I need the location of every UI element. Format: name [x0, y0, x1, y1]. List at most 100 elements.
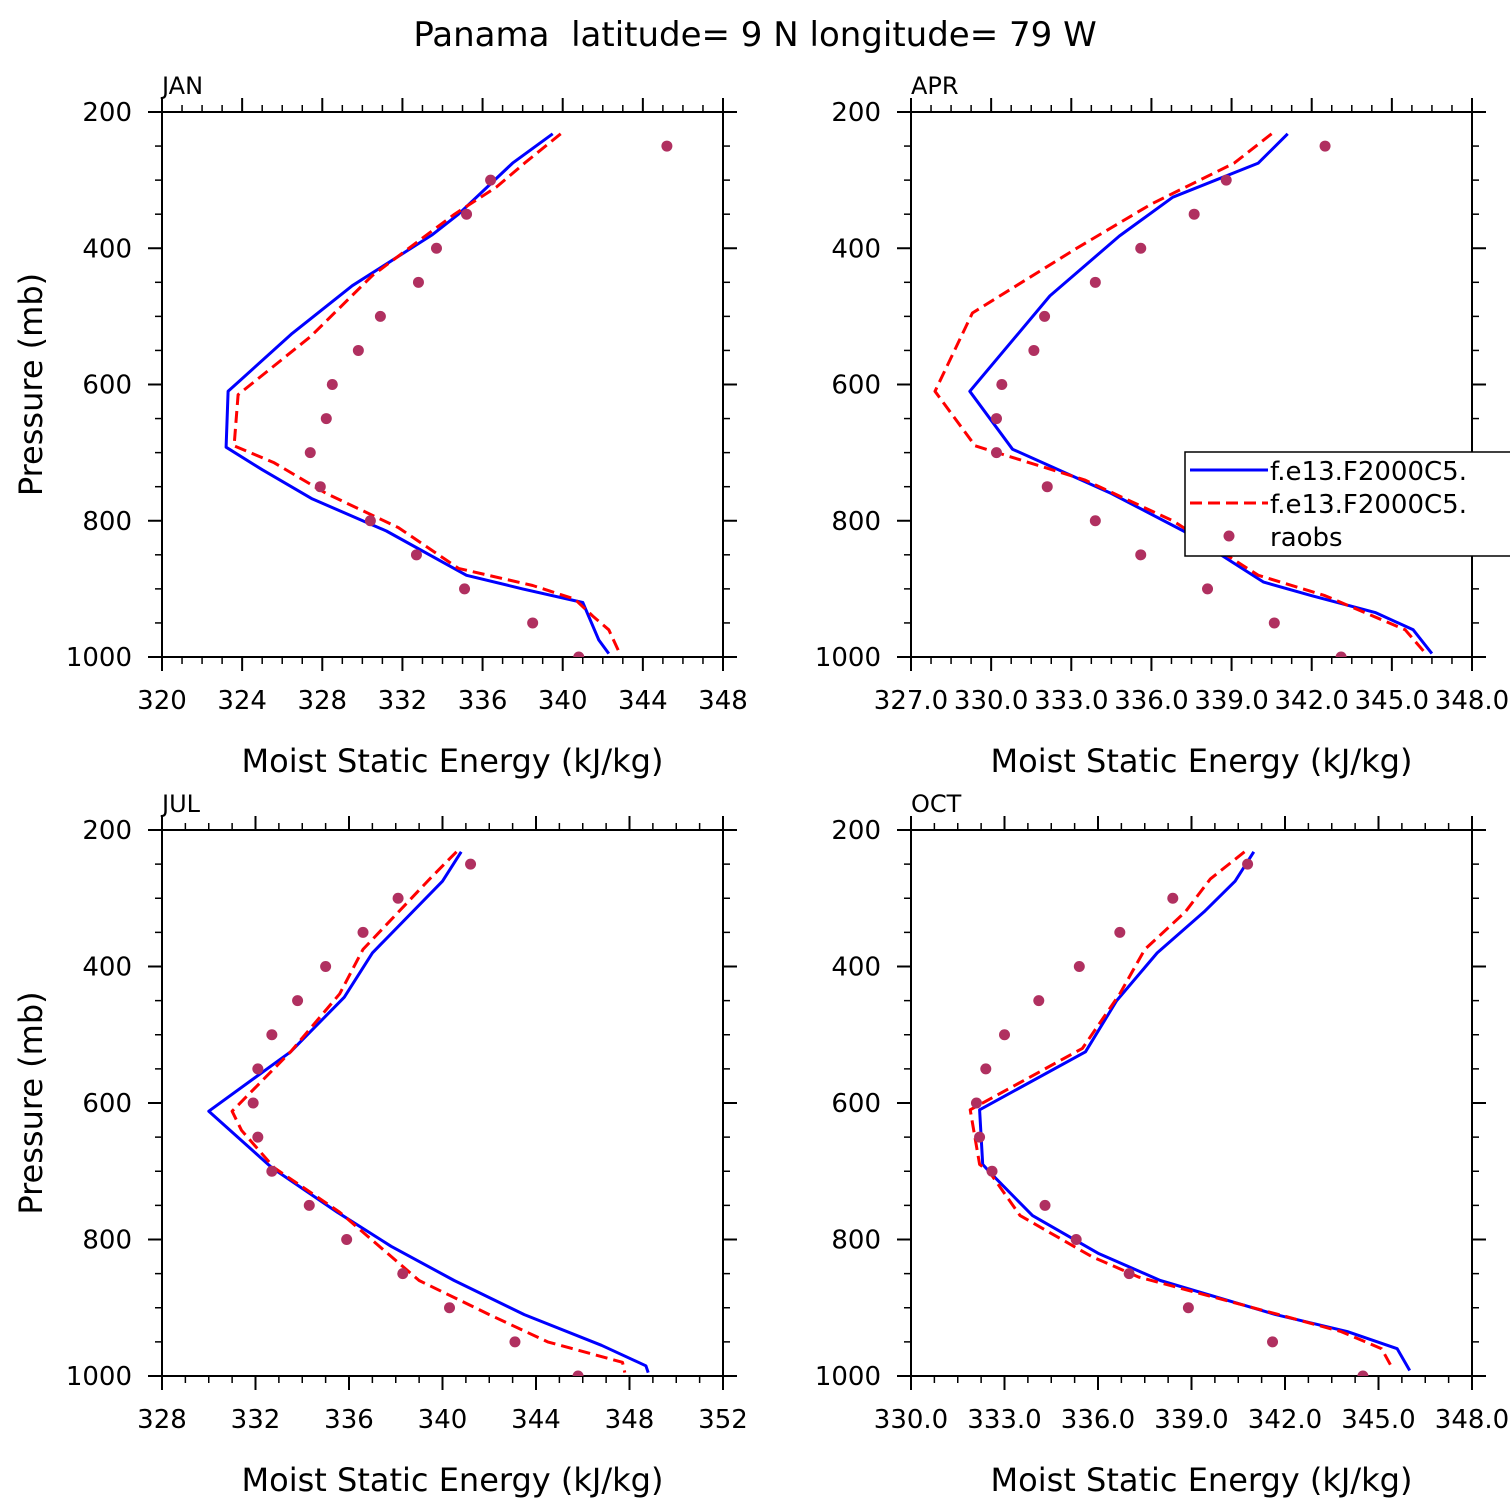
x-tick-label: 340 [418, 1405, 468, 1435]
x-tick-label: 345.0 [1355, 686, 1429, 716]
y-tick-label: 400 [831, 234, 881, 264]
x-tick-label: 336 [324, 1405, 374, 1435]
raobs-point [1242, 858, 1254, 870]
y-axis-label: Pressure (mb) [12, 273, 50, 496]
x-tick-label: 344 [618, 686, 668, 716]
plot-frame [910, 829, 1473, 1377]
y-tick-label: 800 [82, 1226, 132, 1256]
panel-label: APR [911, 72, 959, 100]
plot-area [224, 132, 673, 657]
raobs-point [357, 926, 369, 938]
raobs-point [1123, 1268, 1135, 1280]
raobs-point [252, 1131, 264, 1143]
raobs-point [509, 1336, 521, 1348]
raobs-point [1319, 140, 1331, 152]
x-tick-label: 327.0 [874, 686, 948, 716]
x-tick-label: 336.0 [1114, 686, 1188, 716]
y-tick-label: 200 [831, 98, 881, 128]
y-tick-label: 600 [82, 1089, 132, 1119]
raobs-point [1135, 242, 1147, 254]
raobs-point [1039, 1199, 1051, 1211]
y-tick-label: 600 [831, 1089, 881, 1119]
raobs-point [266, 1165, 278, 1177]
y-tick-label: 800 [82, 507, 132, 537]
panel-oct: 330.0 333.0 336.0 339.0 342.0 345.0 348.0 200 40… [815, 790, 1509, 1499]
raobs-point [485, 174, 497, 186]
plot-area [968, 850, 1412, 1376]
x-tick-label: 348 [698, 686, 748, 716]
raobs-point [266, 1029, 278, 1041]
raobs-point [1041, 481, 1053, 493]
y-tick-label: 800 [831, 507, 881, 537]
raobs-point [1267, 1336, 1279, 1348]
legend-label: raobs [1270, 523, 1343, 553]
raobs-point [661, 140, 673, 152]
y-tick-label: 1000 [66, 1362, 132, 1392]
x-axis-label: Moist Static Energy (kJ/kg) [991, 1461, 1413, 1499]
raobs-point [320, 961, 332, 972]
raobs-point [1089, 276, 1101, 288]
raobs-point [412, 276, 424, 288]
y-tick-label: 1000 [66, 643, 132, 673]
y-axis-label: Pressure (mb) [12, 991, 50, 1214]
x-tick-label: 339.0 [1194, 686, 1268, 716]
panel-jan: 320 324 328 332 336 340 344 348 200 400 600 800 1000… [12, 72, 748, 780]
x-axis-label: Moist Static Energy (kJ/kg) [242, 742, 664, 780]
panel-label: OCT [911, 790, 962, 818]
model-dashed-line [968, 850, 1393, 1367]
x-axis-label: Moist Static Energy (kJ/kg) [991, 742, 1413, 780]
raobs-point [996, 379, 1008, 390]
x-tick-label: 328 [137, 1405, 187, 1435]
raobs-point [303, 1199, 315, 1211]
x-tick-label: 328 [297, 686, 347, 716]
raobs-point [341, 1234, 353, 1245]
raobs-point [459, 583, 471, 595]
raobs-point [465, 858, 477, 870]
model-dashed-line [232, 132, 621, 653]
x-tick-label: 332 [378, 686, 428, 716]
x-tick-label: 342.0 [1274, 686, 1348, 716]
raobs-point [364, 515, 376, 527]
x-tick-label: 320 [137, 686, 187, 716]
y-tick-label: 400 [82, 234, 132, 264]
model-solid-line [207, 850, 650, 1374]
x-tick-label: 333.0 [1034, 686, 1108, 716]
x-tick-label: 348 [605, 1405, 655, 1435]
x-tick-label: 339.0 [1154, 1405, 1228, 1435]
plot-frame [161, 111, 724, 658]
raobs-point [980, 1063, 992, 1075]
x-tick-label: 348.0 [1435, 686, 1509, 716]
raobs-point [320, 413, 332, 425]
x-tick-label: 333.0 [967, 1405, 1041, 1435]
panels: 320 324 328 332 336 340 344 348 200 400 600 800 1000… [12, 72, 1510, 1499]
legend-label: f.e13.F2000C5. [1270, 457, 1467, 487]
y-tick-label: 200 [82, 98, 132, 128]
y-tick-label: 600 [831, 371, 881, 401]
legend: f.e13.F2000C5.f.e13.F2000C5.raobs [1184, 451, 1510, 557]
raobs-point [252, 1063, 264, 1075]
plot-area [207, 850, 650, 1376]
raobs-point [1335, 651, 1347, 657]
raobs-point [1135, 549, 1147, 561]
x-tick-label: 342.0 [1248, 1405, 1322, 1435]
panel-label: JAN [160, 72, 203, 100]
raobs-point [326, 379, 338, 390]
raobs-point [397, 1268, 409, 1280]
model-dashed-line [933, 132, 1426, 653]
raobs-point [444, 1302, 456, 1314]
raobs-point [314, 481, 326, 493]
raobs-point [1039, 310, 1051, 322]
raobs-point [1028, 344, 1040, 356]
x-tick-label: 336.0 [1061, 1405, 1135, 1435]
raobs-point [527, 617, 539, 629]
raobs-point [974, 1131, 986, 1143]
raobs-point [1188, 208, 1200, 220]
model-solid-line [978, 850, 1412, 1372]
raobs-point [410, 549, 422, 561]
y-tick-label: 400 [831, 953, 881, 983]
raobs-point [1070, 1234, 1082, 1245]
figure-title: Panama latitude= 9 N longitude= 79 W [413, 15, 1096, 55]
raobs-point [573, 651, 585, 657]
raobs-point [1167, 892, 1179, 904]
raobs-point [1089, 515, 1101, 527]
